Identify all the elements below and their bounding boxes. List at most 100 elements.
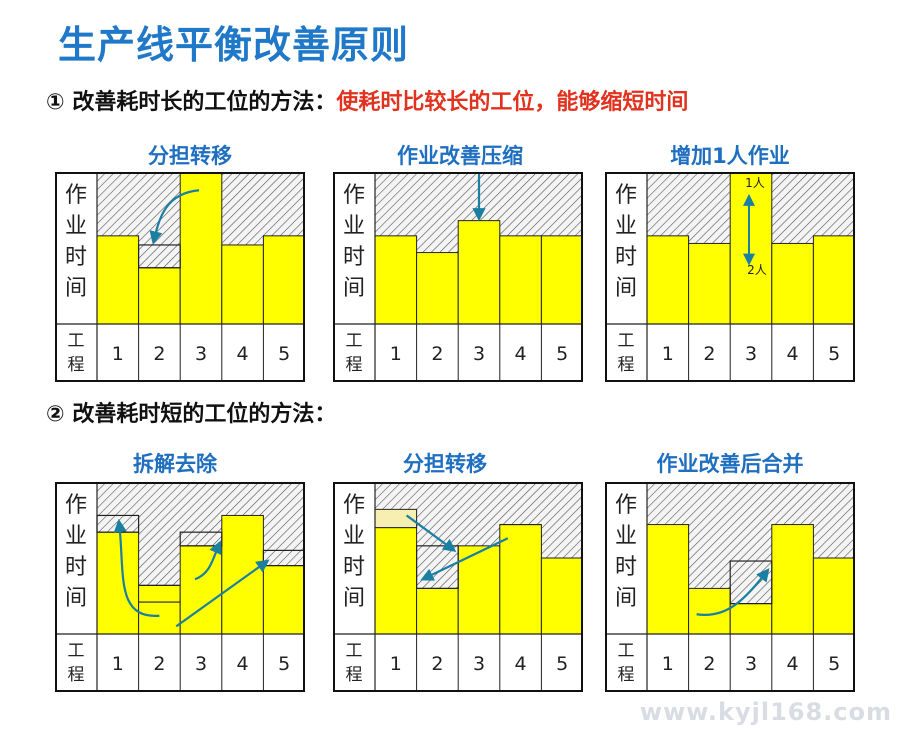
station-2-bar — [138, 584, 181, 635]
station-label: 5 — [828, 653, 840, 675]
process-axis-char: 程 — [346, 355, 363, 375]
station-2-segment — [415, 545, 459, 590]
station-4-bar — [221, 244, 264, 325]
process-axis-char: 程 — [68, 665, 85, 685]
section-2-heading: ② 改善耗时短的工位的方法： — [46, 396, 336, 428]
panel-frame — [605, 172, 855, 382]
time-axis-char: 业 — [615, 524, 637, 549]
station-5-bar — [812, 235, 855, 325]
station-label: 1 — [112, 653, 124, 675]
station-label: 4 — [787, 343, 799, 365]
station-label: 2 — [153, 343, 165, 365]
station-label: 4 — [515, 653, 527, 675]
station-4-bar — [499, 524, 542, 635]
time-axis-char: 间 — [65, 586, 87, 611]
panel-4-title: 拆解去除 — [133, 452, 217, 476]
time-axis-char: 作 — [615, 183, 637, 208]
panel-6-title: 作业改善后合并 — [656, 452, 804, 476]
time-axis-char: 作 — [343, 493, 365, 518]
station-3-bar — [729, 172, 773, 325]
station-label: 2 — [703, 653, 715, 675]
station-label: 4 — [515, 343, 527, 365]
station-label: 5 — [278, 653, 290, 675]
station-3-bar — [179, 172, 223, 325]
station-label: 3 — [473, 653, 485, 675]
time-axis-char: 作 — [65, 493, 87, 518]
station-label: 3 — [473, 343, 485, 365]
panel-2-chart: 作业时间工程 1 2 3 4 5 — [333, 172, 583, 382]
station-4-bar — [771, 524, 814, 635]
person-label-2: 2人 — [747, 263, 767, 277]
station-label: 3 — [195, 343, 207, 365]
transfer-arrow — [149, 189, 200, 245]
transfer-arrow-left — [420, 537, 509, 581]
station-5-bar — [262, 235, 305, 325]
station-5-bar — [540, 557, 583, 635]
station-3-segment — [179, 531, 223, 547]
station-5-bar — [540, 235, 583, 325]
station-4-bar — [499, 235, 542, 325]
process-axis-char: 工 — [618, 331, 635, 351]
station-5-bar — [262, 565, 305, 635]
station-label: 2 — [703, 343, 715, 365]
panel-3-title: 增加1人作业 — [670, 144, 790, 168]
panel-frame — [55, 482, 305, 692]
time-axis-char: 作 — [615, 493, 637, 518]
station-label: 1 — [390, 343, 402, 365]
panel-frame — [333, 172, 583, 382]
panel-1-title: 分担转移 — [148, 144, 232, 168]
process-axis-char: 程 — [346, 665, 363, 685]
station-label: 1 — [662, 653, 674, 675]
time-axis-char: 间 — [615, 586, 637, 611]
station-label: 5 — [828, 343, 840, 365]
process-axis-char: 程 — [618, 355, 635, 375]
station-label: 5 — [278, 343, 290, 365]
station-3-segment — [729, 560, 773, 605]
station-4-bar — [221, 514, 264, 635]
panel-6-chart: 作业时间工程 1 2 3 4 5 — [605, 482, 855, 692]
panel-2-title: 作业改善压缩 — [397, 144, 523, 168]
process-axis-char: 工 — [68, 641, 85, 661]
station-1-bar — [374, 235, 418, 325]
time-axis-char: 间 — [615, 276, 637, 301]
station-label: 2 — [431, 653, 443, 675]
process-axis-char: 工 — [68, 331, 85, 351]
watermark: www.kyjl168.com — [639, 698, 892, 726]
time-axis-char: 作 — [343, 183, 365, 208]
time-axis-char: 时 — [65, 555, 87, 580]
time-axis-char: 时 — [615, 245, 637, 270]
station-4-bar — [771, 242, 814, 325]
time-axis-char: 间 — [343, 276, 365, 301]
section-1-highlight: 使耗时比较长的工位，能够缩短时间 — [336, 90, 689, 115]
time-axis-char: 时 — [65, 245, 87, 270]
section-2-number: ② — [46, 402, 65, 427]
station-label: 3 — [745, 653, 757, 675]
station-1-bar — [96, 531, 140, 635]
process-axis-char: 工 — [346, 331, 363, 351]
station-label: 3 — [195, 653, 207, 675]
merge-arrow — [696, 568, 770, 617]
station-label: 1 — [662, 343, 674, 365]
time-axis-char: 作 — [65, 183, 87, 208]
time-axis-char: 时 — [343, 555, 365, 580]
station-1-bar — [646, 524, 690, 635]
station-2-bar — [416, 587, 459, 635]
station-label: 5 — [556, 343, 568, 365]
station-2-bar — [138, 267, 181, 325]
station-label: 1 — [390, 653, 402, 675]
time-axis-char: 间 — [343, 586, 365, 611]
station-label: 4 — [237, 653, 249, 675]
panel-4-chart: 作业时间工程 1 2 3 4 5 — [55, 482, 305, 692]
process-axis-char: 程 — [618, 665, 635, 685]
time-axis-char: 时 — [343, 245, 365, 270]
transfer-arrow-down — [405, 514, 457, 552]
section-1-number: ① — [46, 90, 65, 115]
station-label: 4 — [787, 653, 799, 675]
station-1-bar — [374, 527, 418, 635]
station-2-bar — [416, 252, 459, 325]
station-label: 5 — [556, 653, 568, 675]
